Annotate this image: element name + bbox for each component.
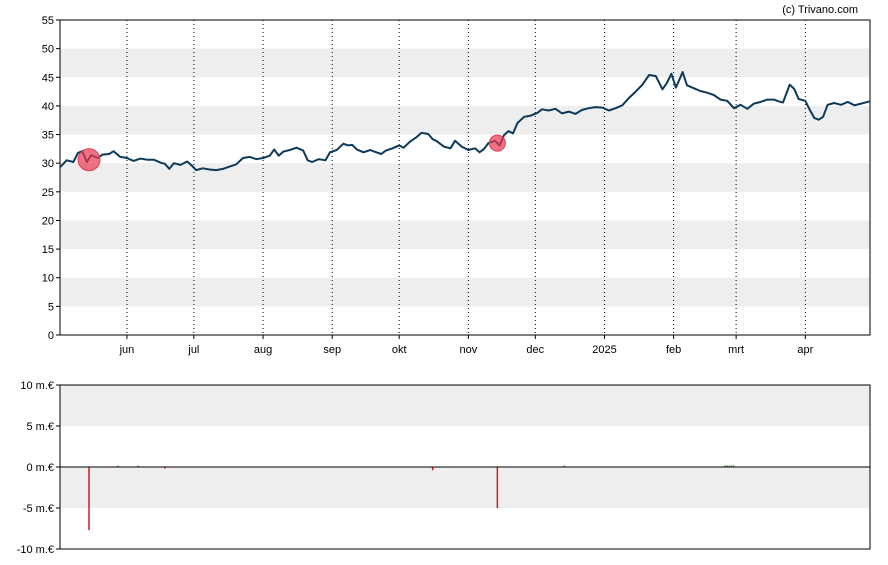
y-tick-label: 50 (42, 44, 54, 56)
credit-text: (c) Trivano.com (782, 4, 858, 16)
volume-y-tick-label: 5 m.€ (26, 421, 54, 433)
x-tick-label: feb (666, 344, 681, 356)
volume-grid-band (60, 467, 870, 508)
y-tick-label: 15 (42, 244, 54, 256)
x-tick-label: aug (254, 344, 272, 356)
x-tick-label: okt (392, 344, 407, 356)
volume-y-tick-label: -5 m.€ (23, 503, 54, 515)
x-tick-label: sep (323, 344, 341, 356)
x-tick-label: mrt (728, 344, 744, 356)
y-tick-label: 10 (42, 273, 54, 285)
trade-marker (488, 134, 506, 152)
volume-chart: -10 m.€ -5 m.€ 0 m.€ 5 m.€ 10 m.€ (17, 380, 871, 556)
y-tick-label: 55 (42, 15, 54, 27)
volume-grid-band (60, 385, 870, 426)
price-chart: jun jul aug sep okt nov dec 2025 feb mrt apr051015… (42, 15, 871, 356)
price-grid-band (60, 277, 870, 307)
x-tick-label: nov (459, 344, 477, 356)
x-tick-label: jul (187, 344, 199, 356)
trade-marker (77, 148, 101, 172)
volume-y-tick-label: 0 m.€ (26, 462, 54, 474)
x-tick-label: 2025 (592, 344, 616, 356)
y-tick-label: 5 (48, 301, 54, 313)
x-tick-label: jun (119, 344, 135, 356)
y-tick-label: 40 (42, 101, 54, 113)
x-tick-label: dec (526, 344, 544, 356)
x-tick-label: apr (797, 344, 813, 356)
y-tick-label: 20 (42, 215, 54, 227)
y-tick-label: 0 (48, 330, 54, 342)
price-line (59, 71, 871, 172)
y-tick-label: 45 (42, 72, 54, 84)
price-plot-frame (59, 19, 871, 336)
volume-y-tick-label: -10 m.€ (17, 544, 54, 556)
price-grid-band (60, 48, 870, 78)
y-tick-label: 25 (42, 187, 54, 199)
y-tick-label: 30 (42, 158, 54, 170)
price-grid-band (60, 220, 870, 250)
y-tick-label: 35 (42, 130, 54, 142)
price-grid-band (60, 163, 870, 192)
price-grid-band (60, 105, 870, 135)
volume-y-tick-label: 10 m.€ (20, 380, 54, 392)
